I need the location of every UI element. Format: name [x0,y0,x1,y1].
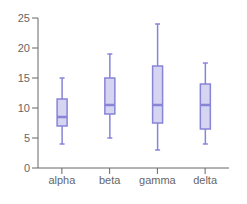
svg-text:alpha: alpha [48,174,76,186]
svg-text:gamma: gamma [139,174,177,186]
svg-text:10: 10 [18,102,30,114]
svg-text:beta: beta [99,174,121,186]
svg-text:delta: delta [193,174,218,186]
svg-text:20: 20 [18,42,30,54]
svg-text:15: 15 [18,72,30,84]
svg-text:5: 5 [24,132,30,144]
svg-text:0: 0 [24,162,30,174]
svg-text:25: 25 [18,12,30,24]
